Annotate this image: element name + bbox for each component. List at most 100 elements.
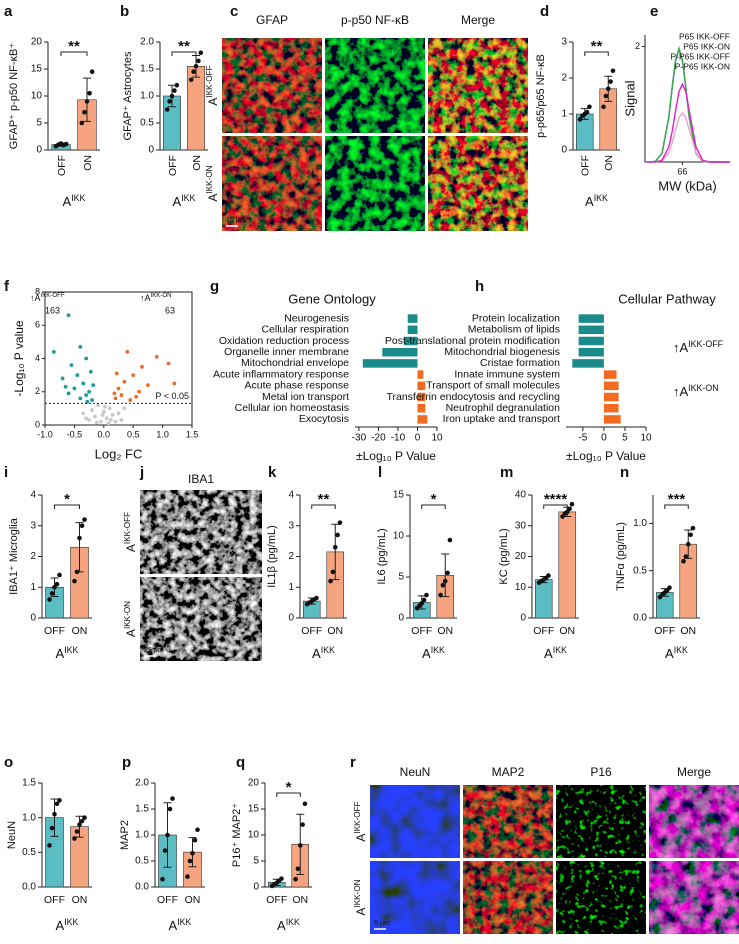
y-axis-label: Signal bbox=[622, 80, 637, 116]
row-label: AIKK-ON bbox=[205, 165, 220, 201]
data-point bbox=[110, 413, 115, 417]
data-point bbox=[52, 811, 57, 817]
y-tick-label: 1.0 bbox=[135, 830, 149, 841]
y-tick-label: 10 bbox=[393, 531, 405, 542]
data-point bbox=[85, 399, 90, 404]
row-label-base: A bbox=[206, 194, 220, 202]
x-tick-label: ON bbox=[191, 155, 203, 171]
micrograph bbox=[140, 490, 262, 574]
data-point bbox=[84, 393, 89, 397]
y-tick-label: 4 bbox=[35, 353, 40, 363]
data-point bbox=[314, 595, 319, 601]
bar bbox=[558, 511, 577, 619]
micrograph bbox=[140, 577, 262, 661]
y-tick-label: 1.0 bbox=[140, 91, 154, 102]
data-point bbox=[137, 389, 141, 394]
row-label-sup: IKK-OFF bbox=[123, 512, 132, 544]
data-point bbox=[72, 836, 77, 841]
category-label: Mitochondrial envelope bbox=[241, 357, 349, 369]
x-tick-label: 10 bbox=[640, 433, 652, 444]
group-label-sup: IKK bbox=[594, 193, 608, 203]
bar bbox=[578, 314, 604, 323]
y-tick-label: 40 bbox=[515, 490, 527, 501]
category-label: Cristae formation bbox=[480, 357, 560, 369]
significance-bracket bbox=[60, 51, 88, 56]
y-tick-label: 2 bbox=[288, 551, 294, 562]
y-tick-label: 10 bbox=[248, 830, 260, 841]
data-point bbox=[440, 582, 446, 588]
micrograph bbox=[428, 136, 528, 231]
data-point bbox=[162, 848, 168, 853]
data-point bbox=[187, 858, 193, 864]
y-axis-label: GFAP⁺ Astrocytes bbox=[122, 51, 134, 140]
data-point bbox=[49, 825, 55, 831]
bar bbox=[417, 370, 424, 379]
data-point bbox=[196, 58, 201, 64]
x-tick-label: 0.5 bbox=[127, 429, 140, 439]
significance: ** bbox=[318, 491, 330, 508]
data-point bbox=[690, 525, 696, 531]
y-tick-label: 0.0 bbox=[22, 882, 36, 893]
group-label-sup: IKK bbox=[553, 645, 567, 655]
annotation: ↑AIKK-OFF bbox=[673, 339, 724, 355]
data-point bbox=[146, 383, 150, 387]
data-point bbox=[51, 349, 56, 354]
panel-letter: g bbox=[210, 278, 219, 295]
data-point bbox=[77, 535, 82, 541]
x-tick-label: ON bbox=[72, 894, 88, 906]
panel-letter: e bbox=[650, 3, 658, 20]
error-bar bbox=[331, 523, 340, 581]
x-tick-label: 0 bbox=[601, 433, 607, 444]
series-line bbox=[648, 82, 730, 163]
data-point bbox=[63, 141, 69, 147]
column-header: NeuN bbox=[400, 765, 431, 779]
panel-letter: p bbox=[122, 754, 131, 771]
significance: ** bbox=[68, 38, 80, 55]
category-label: Neutrophil degranulation bbox=[446, 402, 561, 414]
group-label-base: A bbox=[63, 194, 72, 209]
group-label: AIKK bbox=[56, 645, 79, 661]
group-label-base: A bbox=[422, 646, 431, 661]
data-point bbox=[106, 421, 111, 426]
micrograph bbox=[222, 38, 322, 133]
data-point bbox=[424, 592, 429, 598]
x-tick-label: 66 bbox=[677, 166, 687, 176]
x-tick-label: -10 bbox=[391, 433, 406, 444]
panel-letter: i bbox=[4, 464, 8, 481]
data-point bbox=[78, 396, 83, 401]
group-label-sup: IKK bbox=[321, 645, 335, 655]
y-axis-label: -Log₁₀ P value bbox=[12, 320, 26, 397]
group-label: AIKK bbox=[173, 193, 196, 209]
data-point bbox=[79, 523, 85, 529]
y-tick-label: 0.0 bbox=[633, 613, 647, 624]
group-label-sup: IKK bbox=[674, 645, 688, 655]
x-tick-label: 1.0 bbox=[156, 429, 169, 439]
y-axis-label: GFAP⁺ p-p50 NF-κB⁺ bbox=[8, 43, 20, 150]
column-header: p-p50 NF-κB bbox=[341, 13, 409, 27]
y-axis-label: IL1β (pg/mL) bbox=[266, 525, 278, 588]
row-label: AIKK-ON bbox=[353, 879, 368, 915]
chart-title: Gene Ontology bbox=[288, 291, 376, 306]
bar bbox=[417, 392, 426, 402]
group-label: AIKK bbox=[169, 917, 192, 933]
data-point bbox=[332, 544, 338, 550]
micrograph bbox=[325, 38, 425, 133]
data-point bbox=[119, 418, 124, 422]
data-point bbox=[330, 569, 336, 575]
category-label: Neurogenesis bbox=[284, 312, 349, 324]
significance-bracket bbox=[54, 504, 80, 509]
y-axis-label: TNFα (pg/mL) bbox=[615, 522, 627, 591]
data-point bbox=[84, 99, 90, 104]
y-tick-label: 5 bbox=[36, 118, 42, 129]
group-label: AIKK bbox=[585, 193, 608, 209]
y-tick-label: 0 bbox=[253, 882, 259, 893]
group-label-base: A bbox=[173, 194, 182, 209]
y-tick-label: 20 bbox=[248, 778, 260, 789]
row-label-base: A bbox=[124, 629, 138, 637]
y-tick-label: 10 bbox=[515, 582, 527, 593]
data-point bbox=[81, 411, 86, 416]
y-tick-label: 1.5 bbox=[140, 64, 154, 75]
data-point bbox=[82, 517, 87, 522]
panel-letter: l bbox=[378, 464, 382, 481]
